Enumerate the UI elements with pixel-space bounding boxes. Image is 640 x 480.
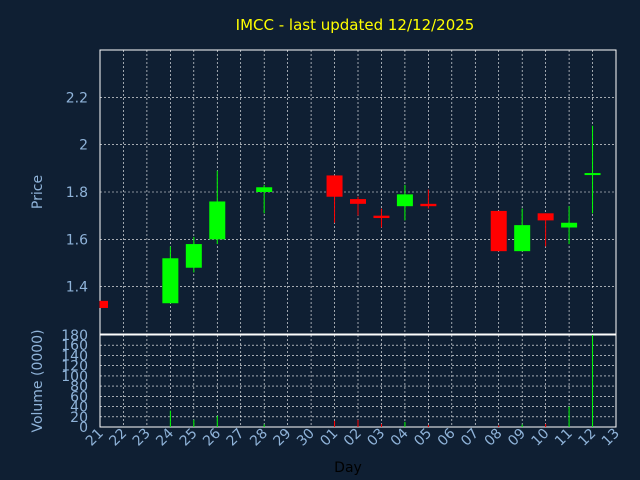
candle [561,206,578,245]
x-tick-label: 30 [294,426,318,450]
x-tick-label: 27 [224,426,248,450]
candle-body [100,300,108,308]
candle [396,184,413,221]
candle-body [256,187,273,192]
x-tick-label: 05 [411,426,435,450]
x-tick-label: 25 [177,426,201,450]
candlestick-series [99,125,601,308]
x-tick-label: 08 [482,426,506,450]
volume-tick-label: 160 [61,338,88,354]
candle-body [537,213,554,221]
price-tick-label: 2.2 [66,90,88,106]
candle [584,125,601,214]
volume-tick-label: 180 [61,328,88,344]
price-tick-label: 2 [79,138,88,154]
x-axis-label: Day [334,460,362,476]
candle-body [185,244,202,268]
x-tick-label: 09 [505,426,529,450]
candle [99,300,108,308]
volume-tick-label: 100 [61,369,88,385]
candle [537,213,554,247]
candle-body [162,258,179,304]
x-tick-label: 03 [364,426,388,450]
x-tick-label: 13 [599,426,623,450]
x-tick-label: 23 [130,426,154,450]
x-tick-label: 12 [575,426,599,450]
volume-tick-label: 80 [70,379,88,395]
volume-tick-label: 120 [61,359,88,375]
candle [185,236,202,273]
candle-body [561,222,578,228]
x-tick-label: 22 [106,426,130,450]
candle [162,246,179,304]
volume-axis-label: Volume (0000) [30,329,46,432]
candle-body [209,201,226,240]
x-tick-label: 06 [435,425,459,449]
price-tick-label: 1.4 [66,280,88,296]
chart-title: IMCC - last updated 12/12/2025 [236,16,475,34]
candle-body [420,203,437,207]
candle [209,170,226,245]
volume-tick-label: 140 [61,348,88,364]
x-tick-label: 24 [153,425,177,449]
candle-body [350,199,366,204]
candle-body [584,173,601,176]
price-axis-label: Price [30,175,46,209]
volume-tick-label: 60 [70,389,88,405]
candle-body [514,225,531,252]
x-tick-label: 28 [247,426,271,450]
candle [514,208,531,252]
volume-tick-label: 40 [70,400,88,416]
volume-tick-label: 0 [79,420,88,436]
x-tick-label: 01 [317,426,341,450]
candle [350,196,366,216]
candle-body [373,215,390,219]
candle [373,208,390,228]
volume-series [169,335,594,427]
candle [490,210,507,252]
candle-body [326,175,343,197]
candle-body [490,210,507,252]
volume-grid [99,334,617,428]
candle [326,175,343,223]
price-tick-label: 1.8 [66,185,88,201]
candle-body [396,194,413,207]
price-tick-label: 1.6 [66,232,88,248]
x-tick-label: 29 [271,426,295,450]
x-tick-label: 10 [529,426,553,450]
x-tick-label: 11 [552,426,576,450]
volume-tick-label: 20 [70,410,88,426]
x-tick-label: 26 [200,425,224,449]
x-tick-label: 07 [458,426,482,450]
candle [420,189,437,209]
candle [256,184,273,214]
x-tick-label: 04 [388,425,412,449]
x-tick-label: 02 [341,426,365,450]
